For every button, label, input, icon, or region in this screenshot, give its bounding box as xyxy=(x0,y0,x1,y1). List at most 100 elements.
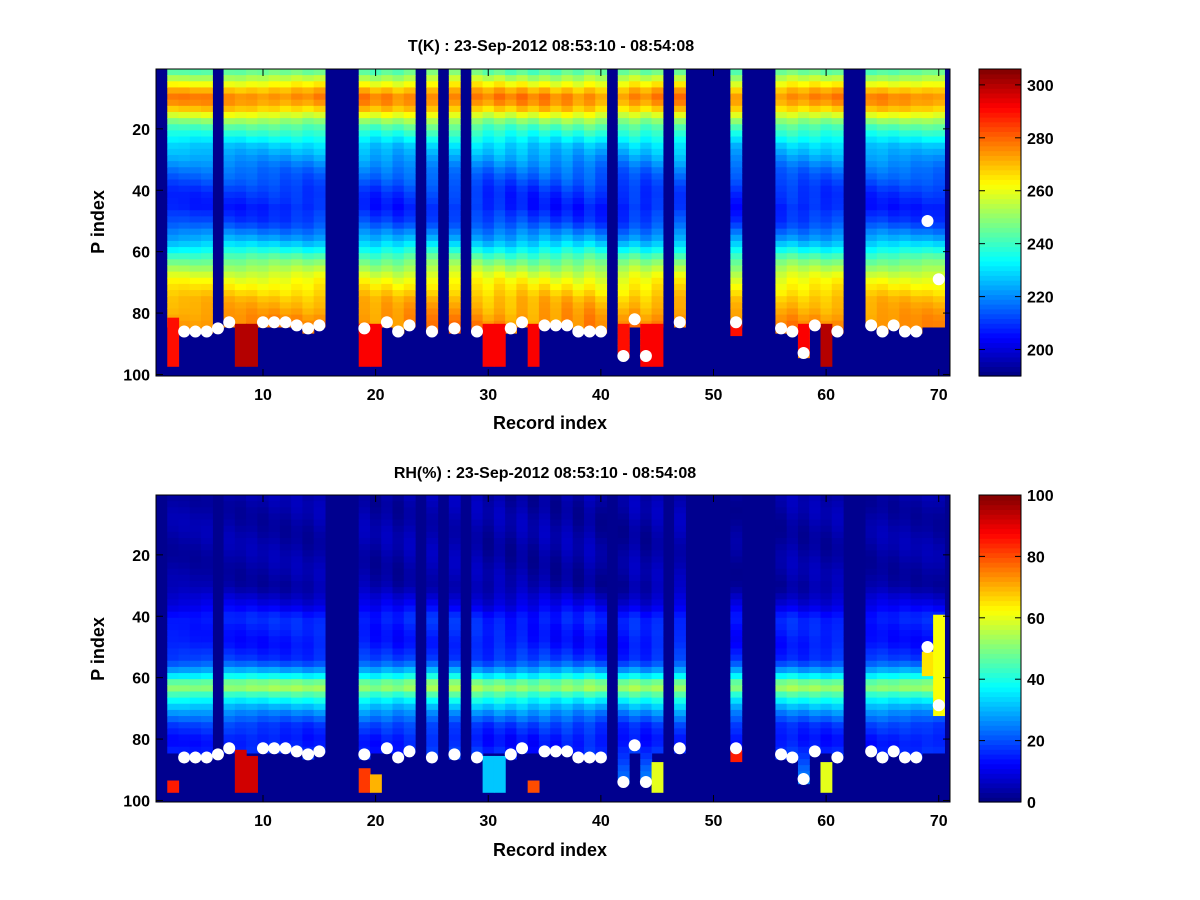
heatmap-cell xyxy=(865,666,878,674)
heatmap-cell xyxy=(797,265,810,273)
heatmap-cell xyxy=(392,161,405,168)
heatmap-cell xyxy=(426,216,439,224)
heatmap-cell xyxy=(933,179,945,187)
heatmap-cell xyxy=(403,161,416,168)
heatmap-cell xyxy=(527,550,540,557)
heatmap-cell xyxy=(899,611,912,619)
heatmap-cell xyxy=(921,277,934,285)
heatmap-cell xyxy=(876,501,889,508)
heatmap-cell xyxy=(651,302,664,310)
heatmap-cell xyxy=(223,734,236,742)
heatmap-cell xyxy=(730,660,743,668)
heatmap-cell xyxy=(516,161,529,168)
heatmap-cell xyxy=(640,648,653,656)
heatmap-cell xyxy=(291,734,304,742)
temperature-colorbar xyxy=(979,69,1021,377)
heatmap-cell xyxy=(234,580,247,588)
heatmap-cell xyxy=(629,679,641,686)
surface-marker xyxy=(313,319,326,332)
heatmap-cell xyxy=(797,234,810,242)
heatmap-cell xyxy=(921,111,934,119)
heatmap-cell xyxy=(831,154,844,162)
heatmap-cell xyxy=(527,734,540,742)
heatmap-cell xyxy=(921,544,934,551)
heatmap-cell xyxy=(651,630,664,637)
heatmap-cell xyxy=(482,525,495,533)
heatmap-cell xyxy=(167,648,180,656)
heatmap-cell xyxy=(426,81,439,89)
heatmap-cell xyxy=(888,599,900,607)
colorbar-segment xyxy=(979,600,1021,606)
heatmap-cell xyxy=(246,734,258,742)
heatmap-cell xyxy=(550,228,563,236)
heatmap-cell xyxy=(392,234,405,242)
heatmap-cell xyxy=(550,703,563,711)
heatmap-cell xyxy=(313,308,326,316)
heatmap-cell xyxy=(291,685,304,693)
heatmap-cell xyxy=(189,562,202,570)
heatmap-cell xyxy=(595,259,608,267)
heatmap-cell xyxy=(775,283,788,291)
surface-marker xyxy=(268,742,281,755)
heatmap-cell xyxy=(471,118,484,125)
heatmap-cell xyxy=(403,501,416,508)
heatmap-cell xyxy=(291,81,304,89)
heatmap-cell xyxy=(730,259,743,267)
heatmap-cell xyxy=(617,154,630,162)
heatmap-cell xyxy=(786,216,799,224)
heatmap-cell xyxy=(381,111,394,119)
heatmap-cell xyxy=(369,185,382,193)
heatmap-cell xyxy=(313,271,326,279)
heatmap-cell xyxy=(482,611,495,619)
heatmap-cell xyxy=(257,142,270,150)
heatmap-cell xyxy=(775,703,788,711)
heatmap-cell xyxy=(381,277,394,285)
heatmap-cell xyxy=(865,247,878,254)
heatmap-cell xyxy=(426,277,439,285)
heatmap-cell xyxy=(516,253,529,260)
heatmap-cell xyxy=(572,642,585,650)
heatmap-cell xyxy=(831,197,844,205)
heatmap-cell xyxy=(189,191,202,199)
heatmap-cell xyxy=(865,580,878,588)
heatmap-cell xyxy=(629,605,641,613)
heatmap-cell xyxy=(178,302,191,310)
heatmap-cell xyxy=(775,728,788,736)
heatmap-cell xyxy=(775,148,788,156)
heatmap-cell xyxy=(876,605,889,613)
heatmap-cell xyxy=(797,556,810,564)
heatmap-cell xyxy=(291,259,304,267)
humidity-axes-frame xyxy=(155,494,951,803)
heatmap-cell xyxy=(516,216,529,224)
heatmap-cell xyxy=(921,728,934,736)
heatmap-cell xyxy=(493,666,506,674)
colorbar-segment xyxy=(979,289,1021,296)
heatmap-cell xyxy=(358,191,371,199)
heatmap-cell xyxy=(189,234,202,242)
heatmap-cell xyxy=(448,130,461,138)
heatmap-cell xyxy=(629,265,641,273)
heatmap-cell xyxy=(369,679,382,686)
heatmap-cell xyxy=(482,118,495,125)
heatmap-cell xyxy=(505,568,517,576)
heatmap-cell xyxy=(234,660,247,668)
heatmap-cell xyxy=(674,691,686,699)
heatmap-cell xyxy=(358,259,371,267)
heatmap-cell xyxy=(538,185,551,193)
heatmap-cell xyxy=(302,623,315,631)
heatmap-cell xyxy=(223,556,236,564)
heatmap-cell xyxy=(268,111,281,119)
heatmap-cell xyxy=(831,296,844,303)
heatmap-cell xyxy=(674,623,686,631)
heatmap-cell xyxy=(392,716,405,723)
heatmap-cell xyxy=(629,216,641,224)
heatmap-cell xyxy=(223,148,236,156)
heatmap-cell xyxy=(189,216,202,224)
heatmap-cell xyxy=(831,130,844,138)
heatmap-cell xyxy=(257,716,270,723)
heatmap-cell xyxy=(572,660,585,668)
heatmap-cell xyxy=(561,630,574,637)
heatmap-cell xyxy=(876,69,889,76)
heatmap-cell xyxy=(651,623,664,631)
heatmap-cell xyxy=(403,271,416,279)
